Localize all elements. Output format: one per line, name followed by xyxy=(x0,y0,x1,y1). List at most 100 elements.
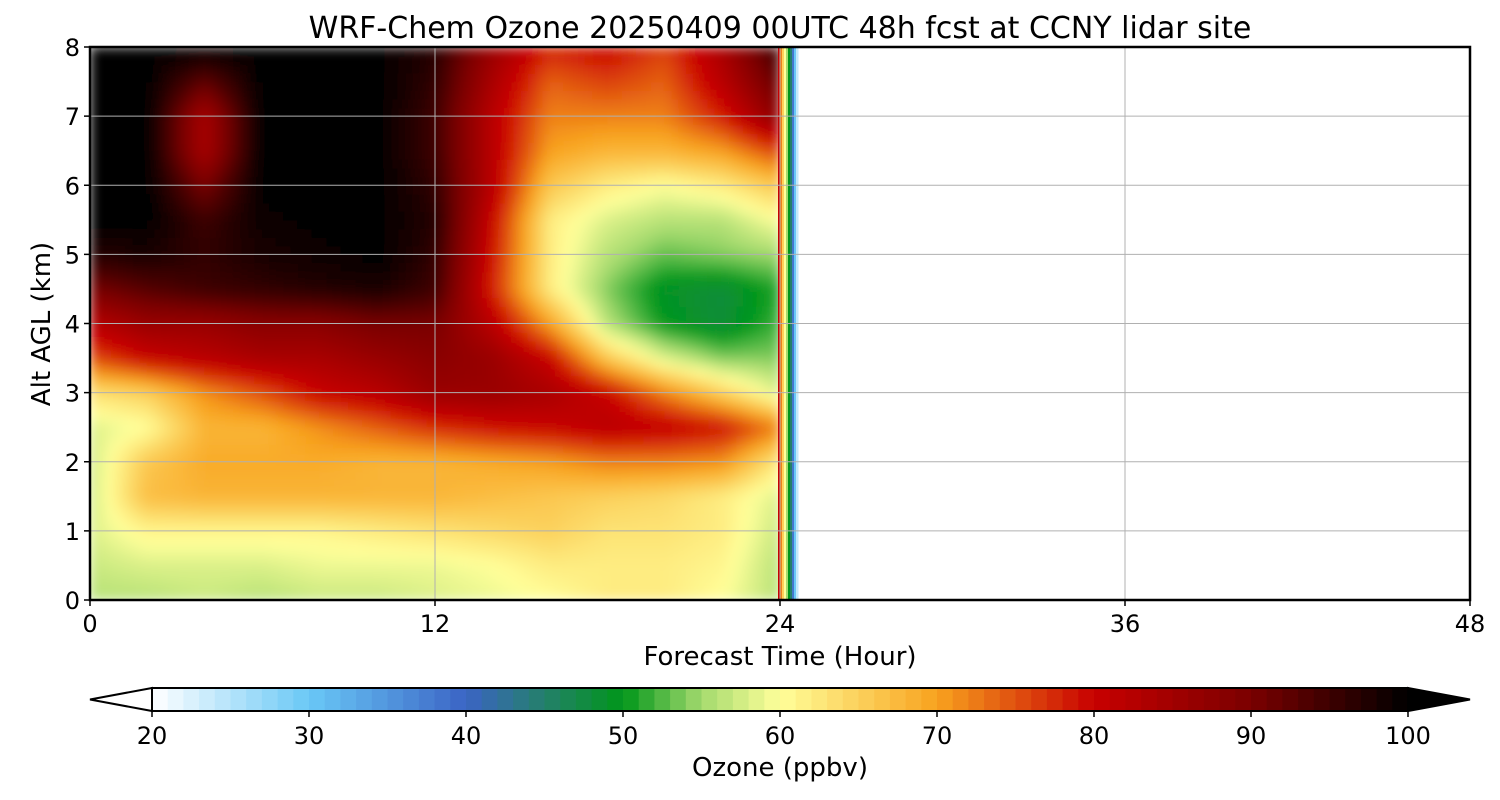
field-cell xyxy=(369,435,379,446)
field-cell xyxy=(290,176,300,186)
field-cell xyxy=(621,63,630,74)
field-cell xyxy=(139,132,149,143)
field-cell xyxy=(348,400,357,411)
field-cell xyxy=(355,47,364,57)
field-cell xyxy=(355,80,364,91)
field-cell xyxy=(527,132,537,143)
field-cell xyxy=(585,305,594,316)
field-cell xyxy=(146,106,156,117)
field-cell xyxy=(384,55,393,65)
field-cell xyxy=(197,193,206,204)
field-cell xyxy=(585,314,594,325)
field-cell xyxy=(592,521,601,532)
field-cell xyxy=(182,288,192,299)
field-cell xyxy=(606,150,616,160)
field-cell xyxy=(491,271,501,281)
field-cell xyxy=(211,227,220,238)
field-cell xyxy=(125,564,134,575)
field-cell xyxy=(340,340,350,351)
field-cell xyxy=(477,314,486,325)
field-cell xyxy=(283,132,292,143)
field-cell xyxy=(276,150,285,160)
field-cell xyxy=(254,504,264,515)
field-cell xyxy=(211,98,220,109)
field-cell xyxy=(506,132,515,143)
field-cell xyxy=(527,374,537,385)
field-cell xyxy=(585,564,594,575)
field-cell xyxy=(376,478,386,489)
field-cell xyxy=(491,132,501,143)
field-cell xyxy=(420,271,429,281)
field-cell xyxy=(391,219,400,230)
field-cell xyxy=(254,495,264,506)
field-cell xyxy=(549,72,558,83)
field-cell xyxy=(118,227,127,238)
field-cell xyxy=(333,374,343,385)
field-cell xyxy=(139,331,149,342)
field-cell xyxy=(520,443,530,454)
field-cell xyxy=(599,236,609,247)
field-cell xyxy=(642,271,652,281)
field-cell xyxy=(384,227,393,238)
field-cell xyxy=(448,288,458,299)
field-cell xyxy=(261,564,271,575)
field-cell xyxy=(139,400,149,411)
field-cell xyxy=(182,63,192,74)
field-cell xyxy=(103,392,113,402)
field-cell xyxy=(218,236,228,247)
field-cell xyxy=(621,184,630,195)
field-cell xyxy=(362,383,371,394)
field-cell xyxy=(542,556,551,567)
field-cell xyxy=(448,184,458,195)
field-cell xyxy=(247,590,256,600)
field-cell xyxy=(182,564,192,575)
field-cell xyxy=(175,564,185,575)
field-cell xyxy=(161,348,170,359)
field-cell xyxy=(556,305,565,316)
field-cell xyxy=(405,366,415,376)
field-cell xyxy=(204,279,213,290)
field-cell xyxy=(455,176,465,186)
field-cell xyxy=(491,115,501,126)
field-cell xyxy=(585,150,594,160)
field-cell xyxy=(333,176,343,186)
field-cell xyxy=(434,219,443,230)
field-cell xyxy=(182,504,192,515)
field-cell xyxy=(506,288,515,299)
field-cell xyxy=(312,564,321,575)
field-cell xyxy=(190,184,199,195)
field-cell xyxy=(146,357,156,368)
field-cell xyxy=(621,227,630,238)
field-cell xyxy=(635,357,645,368)
field-cell xyxy=(369,158,379,169)
field-cell xyxy=(635,236,645,247)
field-cell xyxy=(520,564,530,575)
field-cell xyxy=(110,141,120,152)
field-cell xyxy=(175,400,185,411)
field-cell xyxy=(204,504,213,515)
field-cell xyxy=(434,366,443,376)
field-cell xyxy=(362,150,371,160)
field-cell xyxy=(154,340,163,351)
field-cell xyxy=(197,487,206,497)
field-cell xyxy=(118,106,127,117)
field-cell xyxy=(441,417,450,428)
field-cell xyxy=(118,469,127,480)
field-cell xyxy=(369,141,379,152)
field-cell xyxy=(326,72,335,83)
field-cell xyxy=(434,564,443,575)
field-cell xyxy=(161,495,170,506)
field-cell xyxy=(254,512,264,523)
field-cell xyxy=(261,547,271,558)
field-cell xyxy=(628,521,637,532)
field-cell xyxy=(441,296,450,307)
field-cell xyxy=(441,590,450,600)
field-cell xyxy=(90,582,98,592)
field-cell xyxy=(146,176,156,186)
field-cell xyxy=(254,141,264,152)
field-cell xyxy=(412,193,422,204)
field-cell xyxy=(90,201,98,212)
field-cell xyxy=(161,547,170,558)
field-cell xyxy=(470,236,479,247)
field-cell xyxy=(269,547,278,558)
